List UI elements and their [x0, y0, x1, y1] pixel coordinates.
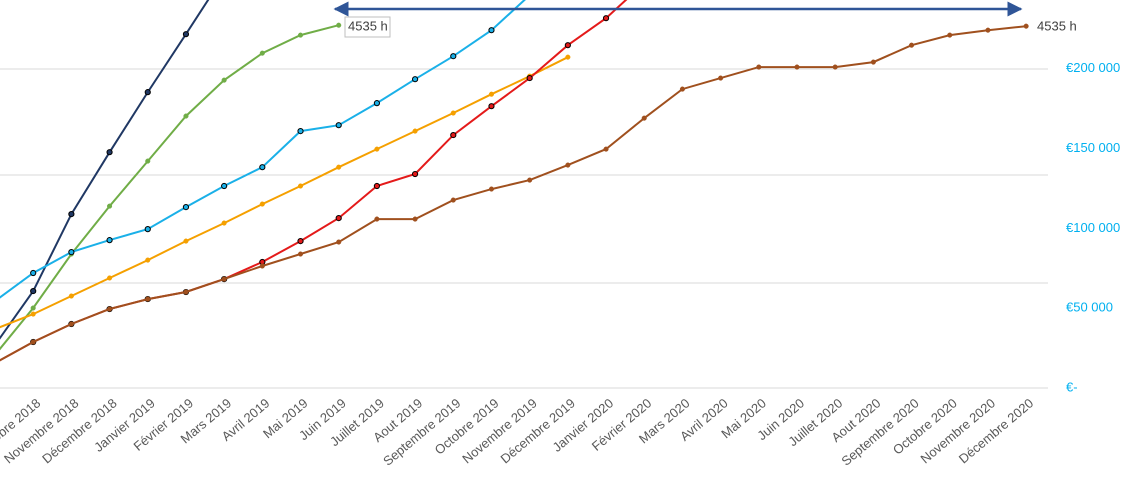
data-point	[106, 149, 113, 156]
data-point	[182, 203, 190, 211]
data-point	[221, 77, 227, 83]
data-point	[68, 211, 75, 218]
data-point	[870, 59, 876, 65]
data-point	[107, 203, 113, 209]
data-point	[335, 122, 342, 129]
data-point	[411, 76, 419, 83]
data-point	[335, 215, 342, 222]
data-point	[985, 27, 991, 33]
series-line	[0, 0, 628, 362]
data-point	[145, 296, 151, 302]
data-point	[221, 182, 228, 190]
data-point	[374, 216, 380, 222]
data-point	[450, 131, 457, 139]
data-point	[450, 197, 456, 203]
y-tick-label: €150 000	[1066, 140, 1120, 155]
data-point	[679, 86, 685, 92]
data-point	[641, 115, 647, 121]
data-point	[145, 158, 151, 164]
data-point	[565, 54, 571, 60]
data-point	[30, 269, 37, 277]
data-point	[259, 201, 265, 207]
data-point	[565, 162, 571, 168]
series-line	[0, 25, 1027, 362]
data-point	[259, 50, 265, 56]
data-point	[144, 89, 151, 96]
data-point	[1023, 23, 1029, 29]
data-point	[527, 177, 533, 183]
data-point	[832, 64, 838, 70]
data-point	[30, 287, 37, 295]
data-point	[373, 100, 380, 107]
data-point	[68, 321, 74, 327]
data-point	[297, 183, 304, 189]
data-point	[183, 238, 189, 244]
data-point	[30, 311, 36, 317]
data-point	[412, 128, 418, 134]
annotation-box	[344, 16, 391, 38]
data-point	[411, 170, 419, 178]
data-point	[68, 249, 75, 256]
series-line	[0, 0, 526, 299]
data-point	[336, 239, 342, 245]
data-point	[144, 226, 151, 233]
data-point	[526, 74, 533, 82]
data-point	[488, 27, 495, 34]
data-point	[336, 164, 342, 170]
data-point	[259, 263, 265, 269]
data-point	[297, 32, 304, 38]
data-point	[30, 339, 36, 345]
y-tick-label: €50 000	[1066, 300, 1113, 315]
data-point	[107, 275, 113, 281]
data-point	[107, 306, 113, 312]
data-point	[297, 127, 304, 135]
data-point	[183, 289, 189, 295]
data-point	[68, 293, 74, 299]
data-point	[145, 257, 151, 263]
data-point	[297, 251, 304, 257]
data-point	[183, 113, 189, 119]
data-point	[756, 64, 762, 70]
data-point	[297, 238, 304, 245]
annotation: 4535 h	[348, 18, 388, 33]
data-point	[412, 216, 418, 222]
data-point	[336, 22, 342, 28]
data-point	[106, 237, 113, 244]
data-point	[488, 103, 495, 110]
y-tick-label: €-	[1066, 379, 1078, 394]
data-point	[794, 64, 800, 70]
data-point	[182, 31, 190, 38]
data-point	[221, 276, 227, 282]
data-point	[373, 182, 380, 190]
data-point	[909, 42, 915, 48]
data-point	[564, 42, 571, 49]
data-point	[450, 53, 457, 60]
series-line	[0, 56, 569, 329]
data-point	[30, 305, 36, 311]
data-point	[488, 186, 495, 192]
data-point	[450, 110, 456, 116]
data-point	[374, 146, 380, 152]
data-point	[221, 220, 227, 226]
series-line	[0, 24, 339, 351]
data-point	[718, 75, 724, 81]
data-point	[947, 32, 953, 38]
y-tick-label: €200 000	[1066, 60, 1120, 75]
plot-area	[0, 0, 1029, 362]
y-tick-label: €100 000	[1066, 220, 1120, 235]
data-point	[488, 91, 495, 97]
data-point	[259, 164, 266, 171]
data-point	[603, 146, 609, 152]
annotation: 4535 h	[1037, 18, 1077, 33]
data-point	[602, 15, 610, 22]
